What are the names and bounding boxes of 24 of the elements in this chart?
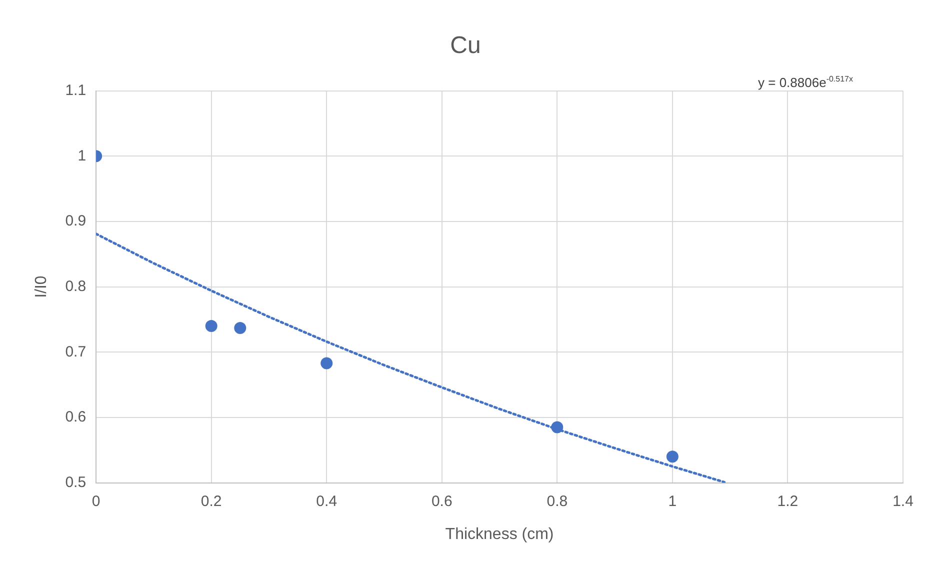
x-axis-title: Thickness (cm) [445, 526, 554, 543]
point [666, 450, 678, 463]
y-tick-label: 1.1 [65, 82, 86, 99]
y-tick-label: 0.5 [65, 474, 86, 491]
x-tick-label: 1.2 [777, 492, 798, 510]
point [205, 320, 218, 332]
y-tick-label: 0.7 [65, 343, 86, 360]
x-tick-label: 0.4 [316, 492, 338, 510]
point [551, 421, 564, 434]
x-tick-label: 0.6 [431, 492, 452, 510]
chart-title: Cu [450, 32, 481, 60]
y-tick-label: 0.6 [65, 408, 86, 426]
y-tick-label: 0.9 [65, 212, 86, 230]
y-axis-title: I/I0 [33, 276, 50, 298]
x-tick-label: 1.4 [892, 492, 914, 510]
line-series [96, 232, 726, 483]
point [234, 322, 246, 334]
point [320, 357, 333, 370]
x-tick-label: 0 [92, 492, 100, 510]
x-tick-label: 0.2 [200, 492, 222, 510]
x-tick-label: 1 [668, 492, 677, 510]
y-tick-label: 1 [78, 147, 86, 164]
y-tick-label: 0.8 [65, 278, 86, 295]
x-tick-label: 0.8 [546, 492, 568, 510]
